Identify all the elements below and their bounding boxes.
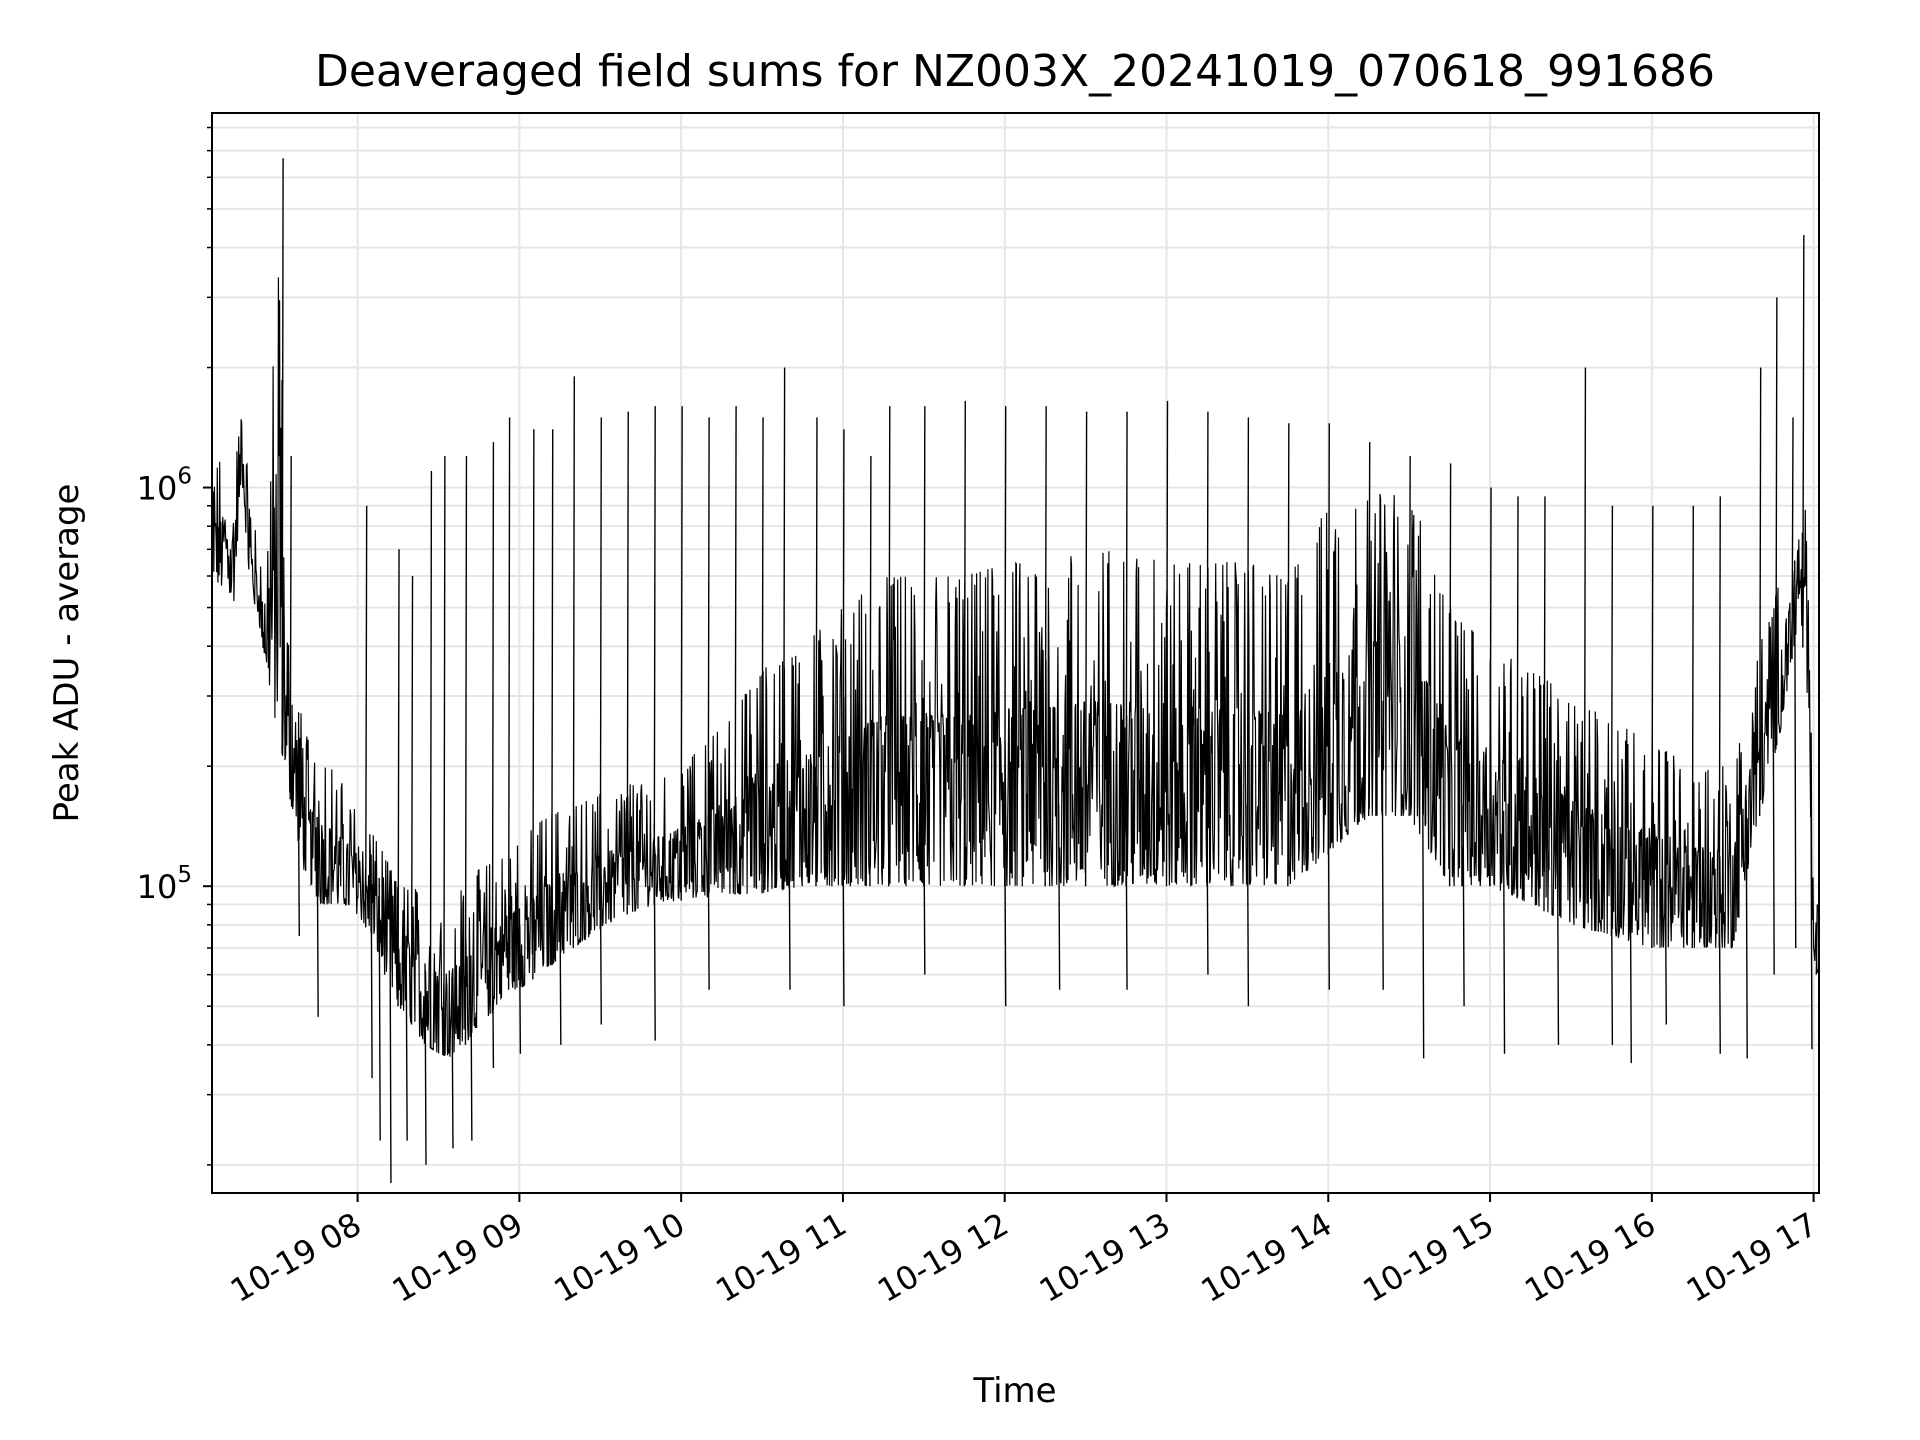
series-spike — [1791, 417, 1794, 659]
series-spike — [1044, 406, 1047, 887]
y-tick-label-base: 10 — [137, 470, 178, 508]
series-spike — [653, 406, 656, 905]
series-spike — [281, 158, 284, 755]
series-spike — [1165, 400, 1169, 887]
y-axis-label: Peak ADU - average — [47, 484, 87, 823]
series-spike — [1802, 235, 1805, 648]
series-dip — [451, 976, 454, 1149]
series-dip — [1556, 836, 1560, 1045]
y-tick-label-base: 10 — [137, 868, 178, 906]
series-spike — [734, 406, 737, 895]
series-dip — [1772, 679, 1775, 975]
series-dip — [1718, 866, 1721, 1054]
series-spike — [1287, 423, 1290, 887]
series-dip — [788, 807, 791, 990]
series-dip — [1810, 769, 1813, 1050]
series-dip — [1462, 804, 1465, 1007]
series-dip — [370, 854, 373, 1079]
series-dip — [316, 816, 319, 1017]
plot-area — [212, 158, 1819, 1184]
series-spike — [429, 471, 433, 1049]
series-dip — [491, 931, 495, 1068]
series-spike — [364, 505, 368, 928]
series-dip — [1610, 854, 1614, 1045]
series-spike — [869, 455, 872, 887]
series-spike — [963, 400, 966, 887]
series-dip — [842, 804, 845, 1007]
series-dip — [1745, 800, 1748, 1059]
series-spike — [1368, 442, 1371, 817]
series-spike — [1583, 367, 1587, 929]
series-dip — [1664, 866, 1668, 1025]
y-tick-label-exponent: 5 — [177, 862, 192, 888]
series-spike — [888, 406, 891, 887]
series-spike — [491, 442, 495, 1014]
series-dip — [923, 804, 926, 975]
x-axis-label: Time — [972, 1371, 1056, 1411]
series-dip — [559, 877, 562, 1045]
series-dip — [470, 955, 473, 1141]
series-spike — [1448, 463, 1452, 887]
series-dip — [1421, 758, 1425, 1059]
series-spike — [464, 455, 468, 1045]
series-line — [212, 277, 1819, 1057]
series-dip — [297, 761, 300, 937]
series-dip — [1246, 804, 1250, 1007]
series-dip — [653, 823, 656, 1041]
series-spike — [761, 417, 764, 894]
series-spike — [443, 455, 446, 1056]
series-spike — [1691, 505, 1694, 948]
series-dip — [389, 905, 392, 1184]
series-dip — [1125, 804, 1128, 990]
y-tick-label: 105 — [137, 862, 192, 906]
series-spike — [1408, 455, 1411, 817]
series-line-group — [212, 158, 1819, 1184]
series-spike — [1815, 904, 1819, 975]
series-spike — [289, 455, 292, 800]
series-spike — [782, 367, 786, 890]
series-dip — [599, 847, 602, 1025]
series-spike — [572, 376, 576, 948]
series-dip — [1004, 804, 1007, 1007]
plot-frame — [211, 112, 1820, 1194]
series-dip — [1502, 810, 1506, 1054]
series-spike — [626, 411, 629, 915]
series-spike — [1758, 367, 1762, 817]
series-spike — [815, 417, 818, 887]
series-dip — [518, 908, 522, 1054]
chart-title: Deaveraged field sums for NZ003X_2024101… — [315, 46, 1715, 97]
series-dip — [1206, 804, 1209, 975]
series-dip — [1629, 860, 1632, 1064]
series-spike — [1489, 487, 1492, 887]
series-spike — [1084, 411, 1088, 887]
series-spike — [1516, 496, 1519, 899]
series-dip — [405, 935, 408, 1141]
y-tick-label-exponent: 6 — [177, 464, 192, 490]
series-spike — [507, 417, 511, 990]
y-tick-label: 106 — [137, 464, 192, 508]
series-dip — [1794, 560, 1797, 948]
series-dip — [424, 963, 427, 1165]
series-spike — [1651, 505, 1654, 948]
series-spike — [680, 406, 683, 901]
series-dip — [1327, 773, 1330, 990]
series-spike — [410, 575, 414, 1025]
series-spike — [397, 549, 400, 1007]
series-spike — [1543, 496, 1546, 912]
series-dip — [1381, 734, 1384, 990]
series-dip — [707, 815, 710, 990]
series-spike — [599, 417, 602, 930]
series-spike — [532, 429, 535, 980]
series-spike — [551, 429, 554, 965]
series-spike — [1775, 297, 1778, 750]
series-dip — [378, 877, 381, 1141]
series-dip — [1057, 804, 1061, 990]
